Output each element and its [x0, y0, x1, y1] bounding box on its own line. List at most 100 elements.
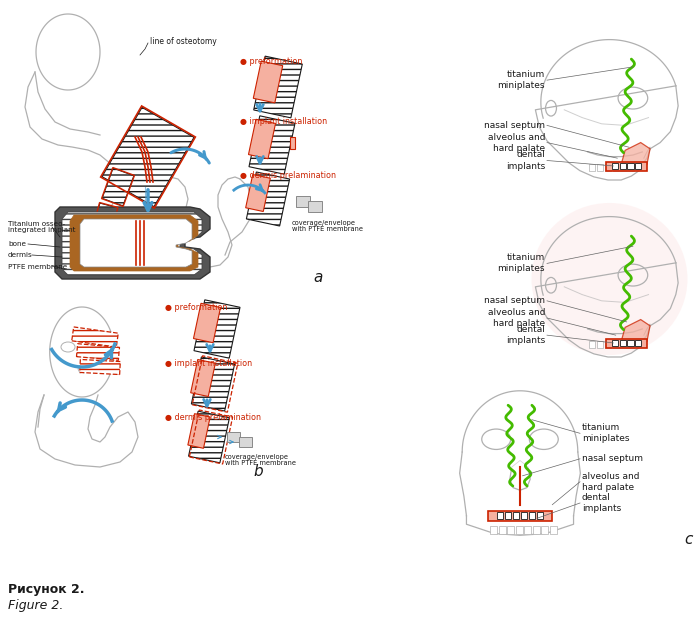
Polygon shape [246, 174, 270, 211]
Bar [597, 341, 603, 347]
Bar [597, 164, 603, 171]
Text: alveolus and
hard palate: alveolus and hard palate [487, 308, 545, 328]
Text: ● dermis prelamination: ● dermis prelamination [165, 413, 261, 421]
Text: c: c [684, 532, 692, 547]
Text: ● preformation: ● preformation [240, 58, 302, 66]
Polygon shape [188, 414, 210, 448]
Bar [589, 341, 596, 347]
Text: nasal septum: nasal septum [484, 121, 545, 130]
Text: Figure 2.: Figure 2. [8, 599, 64, 611]
Polygon shape [497, 512, 503, 519]
Polygon shape [627, 340, 634, 346]
Text: line of osteotomy: line of osteotomy [150, 38, 217, 46]
Polygon shape [190, 359, 216, 396]
Polygon shape [191, 357, 235, 411]
Bar [550, 526, 556, 534]
Text: dermis: dermis [8, 252, 33, 258]
Bar [612, 164, 619, 171]
Polygon shape [194, 300, 240, 358]
Polygon shape [635, 340, 641, 346]
Text: ● preformation: ● preformation [165, 302, 228, 312]
Bar [628, 164, 634, 171]
Bar [296, 196, 310, 207]
Bar [612, 341, 619, 347]
Polygon shape [606, 339, 647, 349]
Bar [290, 137, 295, 149]
Polygon shape [528, 512, 536, 519]
Polygon shape [102, 168, 134, 206]
Polygon shape [488, 510, 552, 521]
Text: Рисунок 2.: Рисунок 2. [8, 582, 85, 596]
Bar [605, 164, 611, 171]
Polygon shape [71, 327, 118, 347]
Text: titanium
miniplates: titanium miniplates [582, 423, 629, 443]
Bar [524, 526, 531, 534]
Text: dental
implants: dental implants [505, 150, 545, 171]
Bar [589, 164, 596, 171]
Bar [239, 437, 252, 447]
Polygon shape [627, 163, 634, 169]
Text: dental
implants: dental implants [505, 325, 545, 345]
Text: coverage/envelope: coverage/envelope [292, 220, 356, 226]
Text: Titanium osseo-: Titanium osseo- [8, 221, 65, 227]
Text: titanium
miniplates: titanium miniplates [498, 70, 545, 90]
Polygon shape [620, 340, 626, 346]
Polygon shape [512, 512, 519, 519]
Text: b: b [253, 465, 262, 480]
Bar [628, 341, 634, 347]
Text: alveolus and
hard palate: alveolus and hard palate [487, 132, 545, 152]
Text: ● implant installation: ● implant installation [165, 359, 252, 367]
Polygon shape [80, 359, 120, 374]
Text: bone: bone [8, 241, 26, 247]
Polygon shape [621, 320, 650, 347]
Polygon shape [193, 303, 220, 343]
Polygon shape [521, 512, 527, 519]
Text: PTFE membrane: PTFE membrane [8, 264, 67, 270]
Text: nasal septum: nasal septum [484, 297, 545, 305]
Bar [541, 526, 548, 534]
Text: with PTFE membrane: with PTFE membrane [225, 460, 296, 466]
Polygon shape [102, 107, 194, 207]
Bar [508, 526, 514, 534]
Text: alveolus and
hard palate: alveolus and hard palate [582, 472, 640, 492]
Text: coverage/envelope: coverage/envelope [225, 454, 289, 460]
Polygon shape [188, 411, 230, 463]
Polygon shape [612, 163, 618, 169]
Bar [533, 526, 540, 534]
Polygon shape [246, 172, 290, 226]
Polygon shape [620, 163, 626, 169]
Polygon shape [62, 212, 202, 275]
Bar [490, 526, 497, 534]
Text: ● implant installation: ● implant installation [240, 117, 327, 125]
Bar [498, 526, 505, 534]
Polygon shape [248, 119, 276, 159]
Polygon shape [537, 512, 543, 519]
Ellipse shape [531, 203, 687, 355]
Polygon shape [635, 163, 641, 169]
Polygon shape [55, 207, 210, 279]
Polygon shape [253, 61, 283, 103]
Polygon shape [249, 116, 295, 174]
Text: a: a [314, 270, 323, 285]
Text: with PTFE membrane: with PTFE membrane [292, 226, 363, 232]
Polygon shape [253, 56, 302, 118]
Text: nasal septum: nasal septum [582, 455, 643, 463]
Polygon shape [505, 512, 511, 519]
Text: dental
implants: dental implants [582, 493, 622, 513]
Text: integrated implant: integrated implant [8, 227, 76, 233]
Bar [620, 164, 626, 171]
Polygon shape [70, 215, 198, 271]
Text: titanium
miniplates: titanium miniplates [498, 253, 545, 273]
Polygon shape [612, 340, 618, 346]
Bar [516, 526, 522, 534]
Bar [605, 341, 611, 347]
Polygon shape [80, 219, 192, 267]
Bar [620, 341, 626, 347]
Bar [227, 432, 240, 442]
Polygon shape [76, 344, 120, 361]
Text: ● dermis prelamination: ● dermis prelamination [240, 171, 336, 179]
Polygon shape [92, 203, 118, 235]
Polygon shape [621, 142, 650, 171]
Polygon shape [606, 162, 647, 171]
Bar [308, 201, 322, 212]
